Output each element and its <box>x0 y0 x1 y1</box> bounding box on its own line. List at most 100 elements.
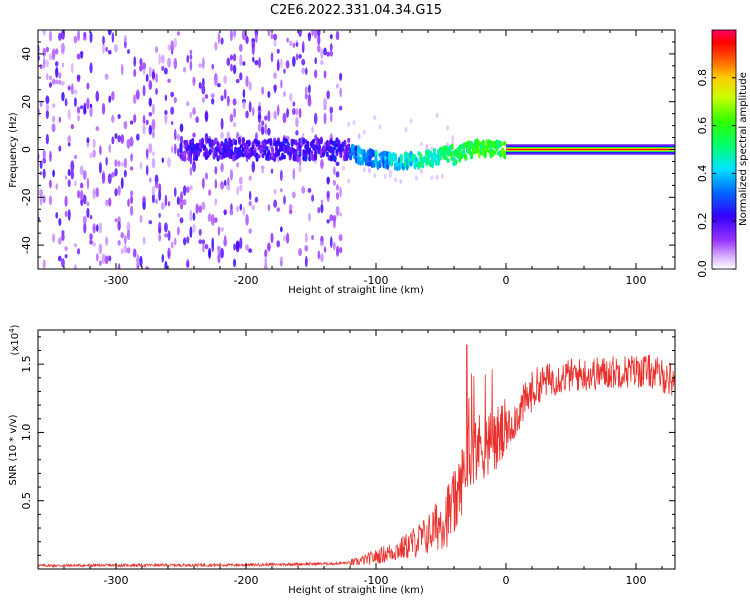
spectrogram-cell <box>483 150 487 158</box>
spectrogram-cell <box>192 160 196 172</box>
spectrogram-cell <box>89 215 93 220</box>
spectrogram-cell <box>79 105 84 110</box>
spectrogram-cell <box>176 31 180 36</box>
spectrogram-cell <box>48 75 53 81</box>
spectrogram-cell <box>132 248 137 258</box>
spectrogram-cell <box>98 222 103 234</box>
spectrogram-cell <box>335 83 340 89</box>
spectrogram-cell <box>123 35 127 43</box>
spectrogram-cell <box>339 212 343 217</box>
spectrogram-cell <box>45 133 49 145</box>
spectrogram-cell <box>323 97 327 109</box>
spectrogram-cell <box>296 155 300 163</box>
spectrogram-cell <box>312 138 316 144</box>
spectrogram-cell <box>117 239 121 246</box>
spectrogram-cell <box>61 62 65 68</box>
spectrogram-cell <box>336 184 340 191</box>
spectrogram-cell <box>317 35 321 46</box>
spectrogram-cell <box>187 155 191 162</box>
spectrogram-cell <box>120 177 124 189</box>
spectrogram-cell <box>214 41 218 51</box>
spectrogram-cell <box>79 190 84 201</box>
spectrogram-cell <box>154 46 159 53</box>
spectrogram-cell <box>289 209 293 215</box>
spectrogram-cell <box>201 239 206 245</box>
spectrogram-cell <box>149 177 152 183</box>
spectrogram-cell <box>105 46 108 52</box>
spectrogram-cell <box>295 53 299 61</box>
spectrogram-cell <box>70 170 75 180</box>
spectrogram-cell <box>135 133 140 141</box>
spectrogram-cell <box>164 110 168 115</box>
x-tick-label: -300 <box>104 274 129 287</box>
spectrogram-cell <box>301 58 306 66</box>
spectrogram-cell <box>304 93 308 100</box>
spectrogram-cell <box>117 160 121 167</box>
spectrogram-x-ticks: -300 -200 -100 0 100 <box>37 30 663 287</box>
spectrogram-cell <box>126 221 131 233</box>
spectrogram-cell <box>292 108 296 116</box>
spectrogram-cell <box>139 58 143 66</box>
spectrogram-cell <box>54 48 59 55</box>
spectrogram-cell <box>183 237 187 246</box>
spectrogram-cell <box>111 172 115 178</box>
spectrogram-cell <box>142 196 146 203</box>
spectrogram-cell <box>237 136 242 145</box>
spectrogram-cell <box>204 172 209 180</box>
spectrogram-cell <box>111 136 115 145</box>
y-tick-label: 1.5 <box>20 355 33 373</box>
spectrogram-cell <box>273 33 278 41</box>
spectrogram-cell <box>161 157 165 163</box>
spectrogram-cell <box>270 168 274 174</box>
spectrogram-cell <box>73 97 77 108</box>
spectrogram-cell <box>414 175 418 181</box>
spectrogram-cell <box>323 47 327 56</box>
spectrogram-cell <box>313 153 318 161</box>
snr-y-multiplier: (x104) <box>8 324 21 355</box>
spectrogram-cell <box>264 123 268 135</box>
spectrogram-cell <box>261 120 265 126</box>
spectrogram-cell <box>92 188 96 200</box>
spectrogram-cell <box>126 138 131 149</box>
spectrogram-cell <box>409 161 413 166</box>
spectrogram-cell <box>280 188 283 193</box>
spectrogram-cell <box>83 221 87 234</box>
y-tick-label: -20 <box>20 188 33 206</box>
colorbar: 0.0 0.2 0.4 0.6 0.8 Normalized spectral ampl… <box>696 29 749 278</box>
spectrogram-cell <box>214 198 218 206</box>
spectrogram-cell <box>323 246 327 253</box>
spectrogram-cell <box>245 144 249 151</box>
spectrogram-cell <box>420 168 423 174</box>
spectrogram-cell <box>211 242 214 253</box>
spectrogram-cell <box>148 111 153 117</box>
spectrogram-cell <box>245 75 249 87</box>
spectrogram-cell <box>129 205 134 216</box>
spectrogram-cell <box>164 233 168 238</box>
spectrogram-cell <box>233 243 236 251</box>
spectrogram-cell <box>48 82 52 88</box>
spectrogram-cell <box>167 201 171 207</box>
spectrogram-cell <box>111 32 115 43</box>
spectrogram-cell <box>102 43 105 55</box>
spectrogram-cell <box>347 137 351 143</box>
spectrogram-cell <box>291 191 296 199</box>
spectrogram-cell <box>421 162 425 169</box>
spectrogram-cell <box>42 30 46 36</box>
spectrogram-cell <box>39 64 43 70</box>
spectrogram-cell <box>276 150 281 157</box>
spectrogram-cell <box>277 104 280 117</box>
spectrogram-cell <box>148 97 153 108</box>
spectrogram-cell <box>320 203 324 214</box>
spectrogram-cell <box>151 193 155 204</box>
snr-x-axis-label: Height of straight line (km) <box>288 585 424 596</box>
spectrogram-cell <box>435 174 439 180</box>
spectrogram-cell <box>329 50 333 57</box>
spectrogram-cell <box>230 203 233 212</box>
spectrogram-cell <box>202 144 206 149</box>
spectrogram-cell <box>357 133 361 139</box>
spectrogram-cell <box>298 54 302 59</box>
spectrogram-cell <box>120 248 124 255</box>
spectrogram-cell <box>170 40 175 53</box>
spectrogram-cell <box>67 168 71 177</box>
spectrogram-cell <box>420 141 423 147</box>
